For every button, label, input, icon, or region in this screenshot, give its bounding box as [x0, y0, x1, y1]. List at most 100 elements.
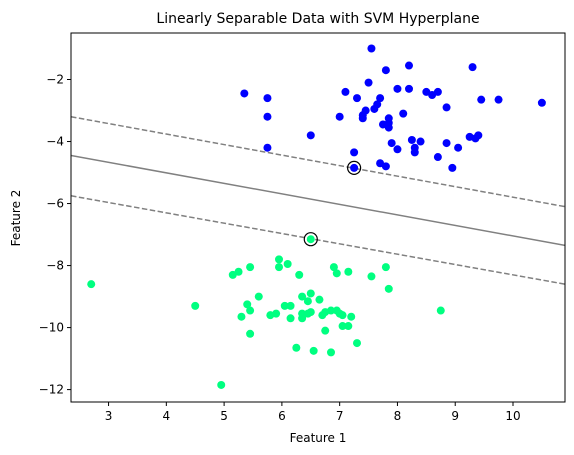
data-point [367, 272, 376, 281]
data-point [309, 346, 318, 355]
data-point [243, 300, 252, 309]
data-point [327, 348, 335, 357]
data-point [315, 295, 324, 304]
data-point [292, 343, 301, 352]
data-point [306, 131, 315, 140]
data-point [376, 94, 385, 103]
data-point [428, 91, 437, 100]
data-point [471, 134, 480, 143]
margin-line-2 [71, 195, 565, 285]
x-axis-ticks: 3 4 5 6 7 8 9 10 [105, 402, 521, 423]
data-point [387, 139, 396, 148]
data-point [272, 309, 281, 318]
data-point [405, 84, 413, 93]
data-point [283, 260, 292, 269]
y-tick-label: −12 [39, 383, 64, 397]
decision-boundary-line [71, 154, 565, 247]
data-point [381, 263, 390, 272]
data-point [87, 280, 96, 289]
data-point [329, 263, 338, 272]
data-point [338, 322, 347, 331]
data-point [350, 163, 359, 172]
data-point [338, 311, 347, 320]
data-point [344, 267, 353, 276]
data-point [358, 114, 367, 123]
data-point [384, 284, 393, 293]
data-point [537, 98, 546, 107]
data-point [448, 163, 457, 172]
y-tick-label: −10 [39, 321, 64, 335]
data-point [321, 326, 330, 335]
chart-title: Linearly Separable Data with SVM Hyperpl… [156, 11, 479, 27]
x-tick-label: 9 [451, 409, 459, 423]
data-point [407, 135, 416, 144]
data-point [381, 162, 390, 171]
x-tick-label: 10 [505, 409, 520, 423]
data-point [217, 380, 226, 389]
data-point [442, 103, 451, 112]
x-tick-label: 4 [163, 409, 171, 423]
data-point [306, 289, 315, 298]
data-points [87, 44, 546, 389]
data-point [306, 235, 315, 244]
data-point [433, 153, 442, 162]
data-point [399, 109, 408, 118]
data-point [263, 94, 272, 103]
data-point [367, 44, 376, 53]
data-point [332, 269, 341, 278]
support-vector-markers [303, 160, 362, 247]
data-point [280, 301, 289, 310]
data-point [410, 148, 419, 157]
data-point [263, 112, 272, 121]
x-tick-label: 3 [105, 409, 113, 423]
data-point [254, 292, 263, 301]
data-point [286, 301, 295, 310]
y-axis-label: Feature 2 [9, 190, 23, 247]
support-vector-ring [303, 232, 318, 247]
data-point [298, 314, 307, 323]
data-point [327, 306, 335, 315]
plot-frame [70, 32, 566, 403]
data-point [234, 267, 243, 276]
support-vector-ring [347, 160, 362, 175]
data-point [436, 306, 445, 315]
data-point [416, 137, 425, 146]
data-point [286, 314, 295, 323]
data-point [246, 263, 255, 272]
data-point [393, 84, 402, 93]
data-point [344, 322, 353, 331]
data-point [405, 61, 413, 70]
data-point [393, 145, 402, 154]
data-point [468, 63, 477, 72]
y-tick-label: −8 [46, 259, 64, 273]
x-tick-label: 5 [220, 409, 228, 423]
data-point [350, 148, 359, 157]
data-point [364, 78, 373, 87]
data-point [246, 306, 255, 315]
data-point [381, 66, 390, 75]
x-axis-label: Feature 1 [290, 431, 347, 445]
data-point [306, 308, 315, 317]
data-point [454, 143, 463, 152]
data-point [477, 95, 486, 104]
y-tick-label: −6 [46, 197, 64, 211]
data-point [237, 312, 246, 321]
data-point [494, 95, 503, 104]
data-point [442, 139, 451, 148]
data-point [353, 94, 361, 103]
y-tick-label: −4 [46, 135, 64, 149]
data-point [240, 89, 249, 98]
data-point [275, 255, 283, 264]
data-point [379, 120, 387, 129]
data-point [263, 143, 272, 152]
margin-line-1 [71, 115, 565, 208]
data-point [275, 263, 283, 272]
data-point [298, 292, 307, 301]
data-point [295, 270, 304, 279]
y-axis-ticks: −12 −10 −8 −6 −4 −2 [39, 73, 71, 397]
data-point [347, 312, 356, 321]
x-tick-label: 6 [278, 409, 286, 423]
data-point [335, 112, 344, 121]
